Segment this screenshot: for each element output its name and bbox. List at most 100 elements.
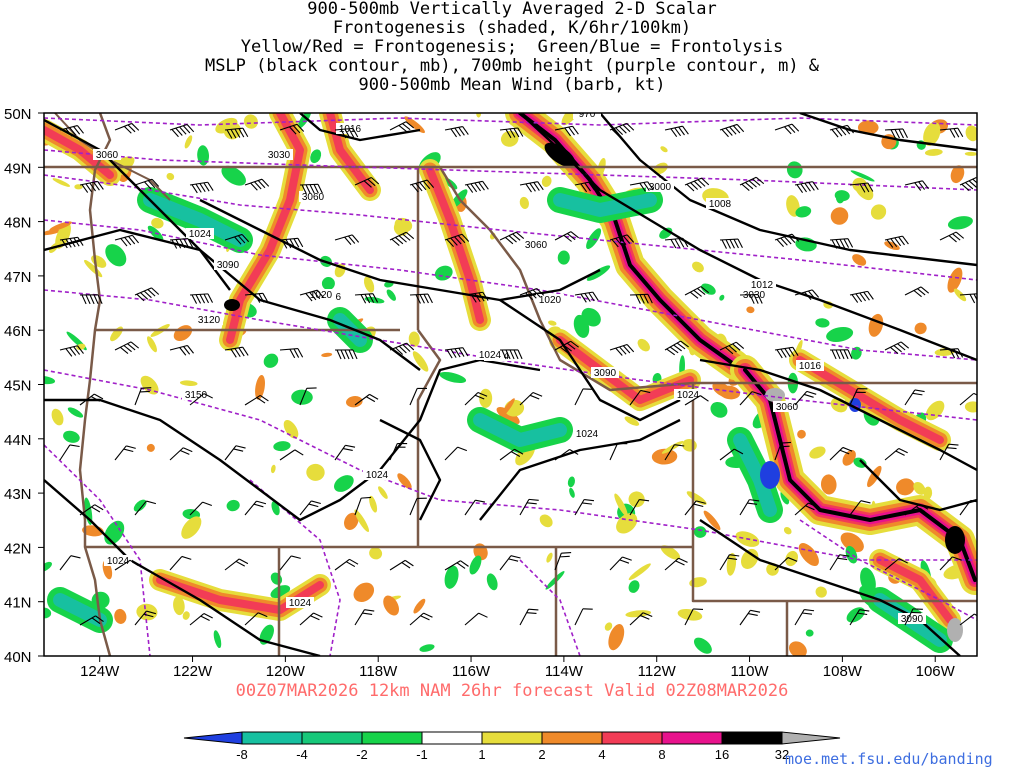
barb-flag bbox=[529, 182, 536, 192]
barb-flag bbox=[352, 128, 359, 138]
barb-flag bbox=[297, 348, 304, 358]
barb-flag bbox=[697, 179, 706, 187]
barb-flag bbox=[305, 293, 313, 302]
wind-barb bbox=[464, 612, 488, 626]
barb-flag bbox=[285, 239, 292, 249]
shading-speckle bbox=[867, 465, 882, 488]
barb-flag bbox=[725, 346, 734, 355]
wind-barb bbox=[409, 387, 428, 406]
barb-flag bbox=[537, 181, 544, 191]
barb-flag bbox=[127, 343, 136, 351]
barb-flag bbox=[294, 449, 304, 456]
shading-speckle bbox=[686, 491, 707, 505]
shading-speckle bbox=[914, 322, 927, 335]
barb-flag bbox=[898, 128, 904, 139]
barb-flag bbox=[203, 613, 213, 619]
barb-staff bbox=[684, 500, 697, 516]
barb-staff bbox=[609, 343, 628, 351]
barb-flag bbox=[454, 127, 461, 137]
colorbar-segment bbox=[601, 731, 663, 745]
barb-staff bbox=[719, 238, 739, 241]
barb-flag bbox=[949, 348, 956, 359]
barb-staff bbox=[334, 234, 353, 241]
wind-barb bbox=[904, 389, 925, 406]
barb-flag bbox=[199, 294, 206, 304]
lon-label: 118W bbox=[359, 663, 398, 680]
barb-flag bbox=[948, 443, 959, 446]
barb-staff bbox=[59, 555, 72, 571]
barb-flag bbox=[97, 181, 104, 190]
shading-speckle bbox=[52, 178, 71, 187]
barb-flag bbox=[405, 231, 415, 240]
barb-flag bbox=[804, 182, 811, 192]
barb-staff bbox=[884, 341, 902, 351]
wind-barb bbox=[884, 128, 908, 139]
barb-flag bbox=[175, 127, 183, 136]
barb-flag bbox=[140, 292, 149, 300]
wind-barb bbox=[629, 181, 654, 192]
shading-speckle bbox=[852, 254, 867, 266]
barb-flag bbox=[639, 294, 645, 304]
shading-speckle bbox=[815, 318, 830, 328]
barb-flag bbox=[890, 346, 899, 354]
shading-max bbox=[224, 299, 240, 311]
colorbar-segment bbox=[481, 731, 543, 745]
shading-speckle bbox=[243, 114, 258, 129]
barb-flag bbox=[784, 236, 792, 245]
barb-flag bbox=[559, 555, 570, 558]
barb-flag bbox=[859, 183, 866, 193]
lon-label: 112W bbox=[638, 663, 677, 680]
barb-flag bbox=[91, 617, 101, 625]
barb-flag bbox=[745, 182, 754, 190]
barb-flag bbox=[470, 183, 478, 193]
shading-speckle bbox=[140, 375, 159, 395]
wind-barb bbox=[884, 235, 909, 248]
barb-flag bbox=[93, 294, 99, 305]
barb-staff bbox=[519, 499, 530, 516]
mslp-label-text: 1008 bbox=[709, 199, 732, 210]
barb-flag bbox=[611, 239, 619, 248]
barb-flag bbox=[676, 342, 686, 350]
barb-staff bbox=[684, 395, 701, 406]
barb-flag bbox=[171, 239, 178, 249]
height-label: 3150 bbox=[182, 389, 210, 401]
credit-link[interactable]: moe.met.fsu.edu/banding bbox=[785, 750, 993, 768]
barb-staff bbox=[664, 237, 683, 241]
wind-barb bbox=[79, 615, 104, 626]
wind-barb bbox=[884, 558, 908, 571]
label-bg bbox=[591, 367, 619, 378]
barb-staff bbox=[719, 341, 737, 351]
wind-barb bbox=[299, 387, 317, 406]
height-700mb-contour bbox=[519, 559, 581, 656]
barb-staff bbox=[279, 555, 292, 571]
barb-staff bbox=[684, 177, 702, 186]
mslp-label: 1020 bbox=[536, 294, 564, 306]
shading-speckle bbox=[567, 476, 575, 488]
barb-flag bbox=[203, 293, 210, 304]
barb-staff bbox=[464, 180, 483, 186]
barb-flag bbox=[741, 183, 750, 191]
barb-staff bbox=[169, 123, 188, 131]
mslp-label: 1008 bbox=[706, 198, 734, 210]
label-bg bbox=[214, 259, 242, 270]
shading-speckle bbox=[624, 416, 640, 426]
barb-flag bbox=[917, 288, 926, 296]
barb-flag bbox=[831, 239, 838, 249]
barb-flag bbox=[955, 231, 965, 239]
mslp-label: 1012 bbox=[748, 279, 776, 291]
label-bg bbox=[186, 228, 214, 239]
wind-barb bbox=[444, 347, 469, 359]
wind-barb bbox=[774, 123, 800, 135]
barb-flag bbox=[301, 184, 307, 194]
barb-flag bbox=[77, 125, 84, 134]
barb-flag bbox=[238, 128, 245, 138]
barb-flag bbox=[238, 558, 249, 565]
barb-flag bbox=[588, 181, 595, 191]
barb-flag bbox=[94, 393, 104, 400]
wind-barb bbox=[134, 500, 157, 516]
shading-speckle bbox=[181, 516, 202, 539]
barb-flag bbox=[886, 239, 894, 248]
barb-flag bbox=[342, 448, 353, 452]
barb-flag bbox=[128, 236, 136, 245]
barb-staff bbox=[299, 612, 314, 626]
